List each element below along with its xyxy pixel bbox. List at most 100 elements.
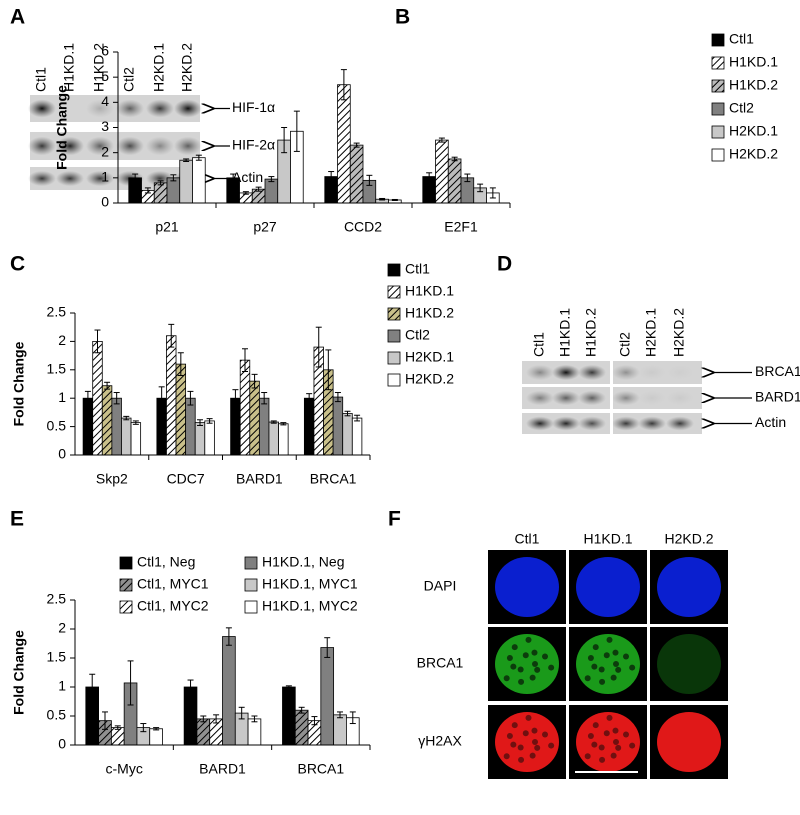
foci [603, 652, 610, 659]
foci [598, 744, 605, 751]
error-bar [270, 420, 277, 424]
blot-band [28, 170, 56, 187]
blot-band [116, 136, 144, 156]
legend-swatch [119, 578, 133, 592]
y-axis-label: Fold Change [54, 85, 70, 170]
y-tick-label: 1.5 [47, 649, 67, 665]
error-bar [340, 69, 347, 101]
foci [531, 727, 538, 734]
blot-band [146, 99, 174, 118]
foci [506, 732, 513, 739]
foci [592, 722, 599, 729]
panel-label: E [10, 508, 24, 531]
bar [337, 84, 351, 204]
error-bar [213, 714, 220, 724]
legend-label: H1KD.1, MYC2 [262, 598, 358, 614]
band-label: BRCA1 [755, 363, 800, 379]
bar [192, 157, 206, 204]
row-label: DAPI [424, 578, 457, 594]
foci [532, 661, 538, 667]
legend-swatch [711, 148, 725, 162]
x-tick-label: BARD1 [236, 471, 283, 487]
legend-swatch [711, 102, 725, 116]
foci [511, 644, 518, 651]
y-axis-label: Fold Change [11, 630, 27, 715]
lane-label: H1KD.1 [61, 43, 77, 92]
foci [591, 741, 598, 748]
bar [183, 686, 198, 746]
panel-label: D [497, 253, 512, 276]
error-bar [114, 725, 121, 730]
foci [591, 663, 598, 670]
blot-band [666, 365, 694, 380]
foci [503, 675, 510, 682]
nucleus [495, 557, 559, 617]
bar [101, 385, 113, 456]
y-tick-label: 1.5 [47, 361, 67, 377]
foci [548, 664, 555, 671]
error-bar [140, 723, 147, 733]
bar [349, 144, 364, 204]
foci [517, 744, 524, 751]
error-bar [206, 418, 213, 424]
foci [606, 636, 613, 643]
error-bar [132, 420, 139, 425]
error-bar [84, 390, 91, 406]
legend-label: Ctl1, MYC1 [137, 576, 209, 592]
error-bar [353, 142, 360, 148]
x-tick-label: CDC7 [167, 471, 205, 487]
legend-label: H2KD.2 [729, 146, 778, 162]
error-bar [101, 711, 108, 730]
bar [282, 686, 296, 746]
error-bar [464, 173, 471, 183]
error-bar [261, 392, 268, 405]
bar [166, 335, 177, 456]
x-tick-label: BRCA1 [297, 761, 344, 777]
legend-label: H1KD.1 [405, 283, 454, 299]
bar [303, 397, 315, 456]
error-bar [242, 191, 249, 195]
error-bar [158, 386, 165, 411]
error-bar [168, 323, 175, 348]
legend-swatch [387, 351, 401, 365]
legend-swatch [387, 373, 401, 387]
blot-band [116, 99, 144, 118]
bar [264, 178, 279, 204]
error-bar [251, 373, 258, 389]
error-bar [349, 711, 356, 725]
error-bar [251, 715, 258, 723]
y-tick-label: 0.5 [47, 707, 67, 723]
error-bar [113, 392, 120, 405]
error-bar [157, 180, 164, 186]
legend-label: H1KD.1, MYC1 [262, 576, 358, 592]
error-bar [238, 706, 245, 720]
legend-swatch [711, 125, 725, 139]
error-bar [391, 198, 398, 201]
legend-swatch [711, 79, 725, 93]
x-tick-label: Skp2 [96, 471, 128, 487]
bar [196, 718, 211, 746]
foci [548, 742, 555, 749]
legend-swatch [119, 600, 133, 614]
blot-band [56, 170, 84, 187]
bar [342, 413, 353, 456]
error-bar [298, 706, 305, 714]
error-bar [281, 127, 288, 154]
blot-band [56, 136, 84, 156]
blot-band [526, 390, 554, 406]
error-bar [132, 173, 139, 183]
nucleus [657, 712, 721, 772]
panel-label: B [395, 6, 410, 29]
bar [130, 422, 142, 456]
bar [333, 714, 347, 746]
panel-label: C [10, 253, 25, 276]
y-tick-label: 2 [101, 143, 109, 159]
blot-band [612, 416, 640, 431]
error-bar [324, 637, 331, 658]
error-bar [344, 410, 351, 417]
foci [542, 653, 549, 660]
foci [529, 752, 536, 759]
x-tick-label: E2F1 [444, 219, 478, 235]
error-bar [153, 727, 160, 731]
bar [268, 421, 279, 456]
